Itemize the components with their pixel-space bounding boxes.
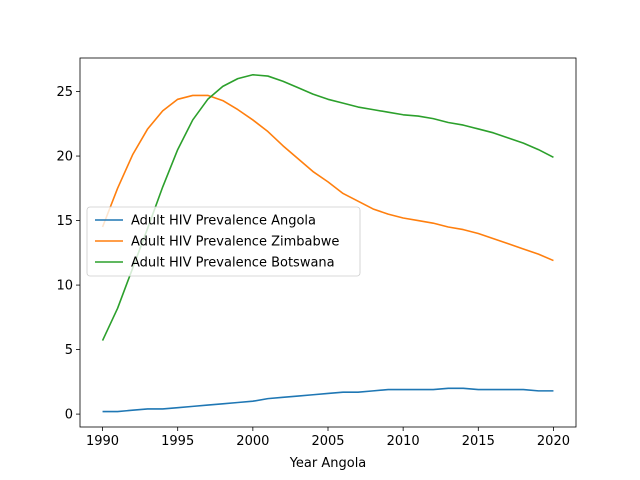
- legend-label-1: Adult HIV Prevalence Zimbabwe: [131, 235, 339, 250]
- x-tick-label: 1990: [86, 434, 119, 449]
- y-tick-label: 15: [56, 214, 73, 229]
- series-line-2: [101, 73, 554, 341]
- y-tick-label: 25: [56, 85, 73, 100]
- y-axis: 0 5 10 15 20 25: [56, 85, 80, 423]
- x-tick-label: 2010: [387, 434, 420, 449]
- legend: Adult HIV Prevalence Angola Adult HIV Pre…: [86, 206, 361, 277]
- series-layer: [101, 73, 554, 413]
- y-tick-label: 5: [65, 343, 73, 358]
- series-line-0: [102, 387, 554, 413]
- legend-label-0: Adult HIV Prevalence Angola: [131, 214, 316, 229]
- y-tick-label: 0: [65, 408, 73, 423]
- series-line-1: [101, 94, 554, 262]
- x-tick-label: 2020: [537, 434, 570, 449]
- x-tick-label: 2000: [236, 434, 269, 449]
- y-tick-label: 20: [56, 150, 73, 165]
- x-axis: 1990 1995 2000 2005 2010 2015 2020: [86, 427, 570, 449]
- legend-label-2: Adult HIV Prevalence Botswana: [131, 256, 335, 271]
- legend-box: [86, 206, 361, 277]
- x-tick-label: 2005: [311, 434, 344, 449]
- y-tick-label: 10: [56, 279, 73, 294]
- x-axis-label: Year Angola: [289, 456, 367, 471]
- x-tick-label: 1995: [161, 434, 194, 449]
- x-tick-label: 2015: [462, 434, 495, 449]
